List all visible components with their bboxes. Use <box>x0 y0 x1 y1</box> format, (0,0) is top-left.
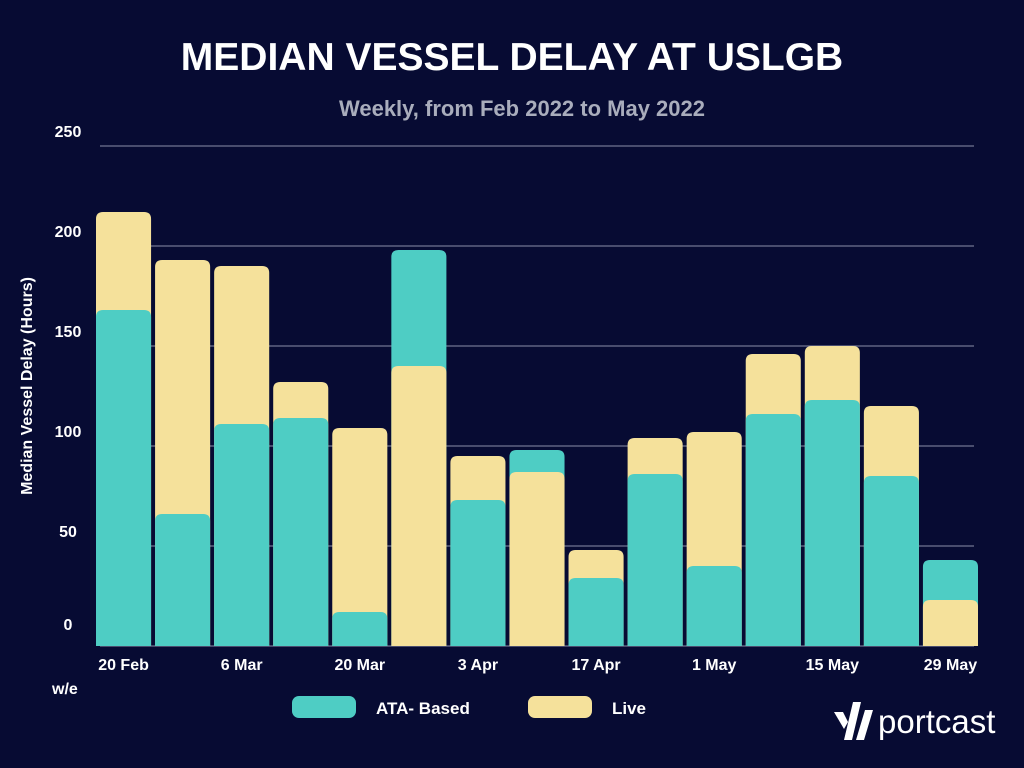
bar-ata-based <box>155 514 211 646</box>
chart-subtitle: Weekly, from Feb 2022 to May 2022 <box>339 96 705 121</box>
x-tick-label: 15 May <box>806 657 859 674</box>
brand-name: portcast <box>878 703 995 740</box>
bars <box>96 212 978 646</box>
x-axis-ticks: 20 Feb 6 Mar 20 Mar 3 Apr 17 Apr 1 May 15 May 2… <box>98 657 977 674</box>
y-axis-ticks: 0 50 100 150 200 250 <box>55 124 82 634</box>
legend-swatch-live <box>528 696 592 718</box>
x-tick-label: 20 Feb <box>98 657 149 674</box>
x-tick-label: 1 May <box>692 657 737 674</box>
legend: ATA- Based Live <box>292 696 646 718</box>
y-tick-label: 50 <box>59 524 77 541</box>
portcast-logo: portcast <box>834 702 995 740</box>
bar-ata-based <box>568 578 624 646</box>
bar-ata-based <box>804 400 860 646</box>
y-tick-label: 100 <box>55 424 82 441</box>
bar-live <box>391 366 447 646</box>
x-tick-label: 6 Mar <box>221 657 263 674</box>
y-tick-label: 150 <box>55 324 82 341</box>
y-tick-label: 200 <box>55 224 82 241</box>
bar-ata-based <box>450 500 506 646</box>
legend-label-live: Live <box>612 699 646 718</box>
x-tick-label: 17 Apr <box>571 657 620 674</box>
y-axis-label: Median Vessel Delay (Hours) <box>19 277 36 495</box>
bar-ata-based <box>745 414 801 646</box>
bar-ata-based <box>627 474 683 646</box>
x-axis-label: w/e <box>51 681 78 698</box>
x-tick-label: 3 Apr <box>458 657 498 674</box>
legend-label-ata: ATA- Based <box>376 699 470 718</box>
y-tick-label: 250 <box>55 124 82 141</box>
bar-ata-based <box>214 424 270 646</box>
legend-swatch-ata <box>292 696 356 718</box>
bar-live <box>332 428 388 646</box>
bar-live <box>509 472 565 646</box>
bar-ata-based <box>96 310 152 646</box>
y-tick-label: 0 <box>64 617 73 634</box>
chart-title: MEDIAN VESSEL DELAY AT USLGB <box>181 36 843 79</box>
bar-ata-based <box>332 612 388 646</box>
bar-ata-based <box>686 566 742 646</box>
bar-ata-based <box>273 418 329 646</box>
x-tick-label: 29 May <box>924 657 977 674</box>
portcast-logo-icon <box>834 702 873 740</box>
x-tick-label: 20 Mar <box>334 657 385 674</box>
bar-ata-based <box>863 476 919 646</box>
bar-live <box>922 600 978 646</box>
